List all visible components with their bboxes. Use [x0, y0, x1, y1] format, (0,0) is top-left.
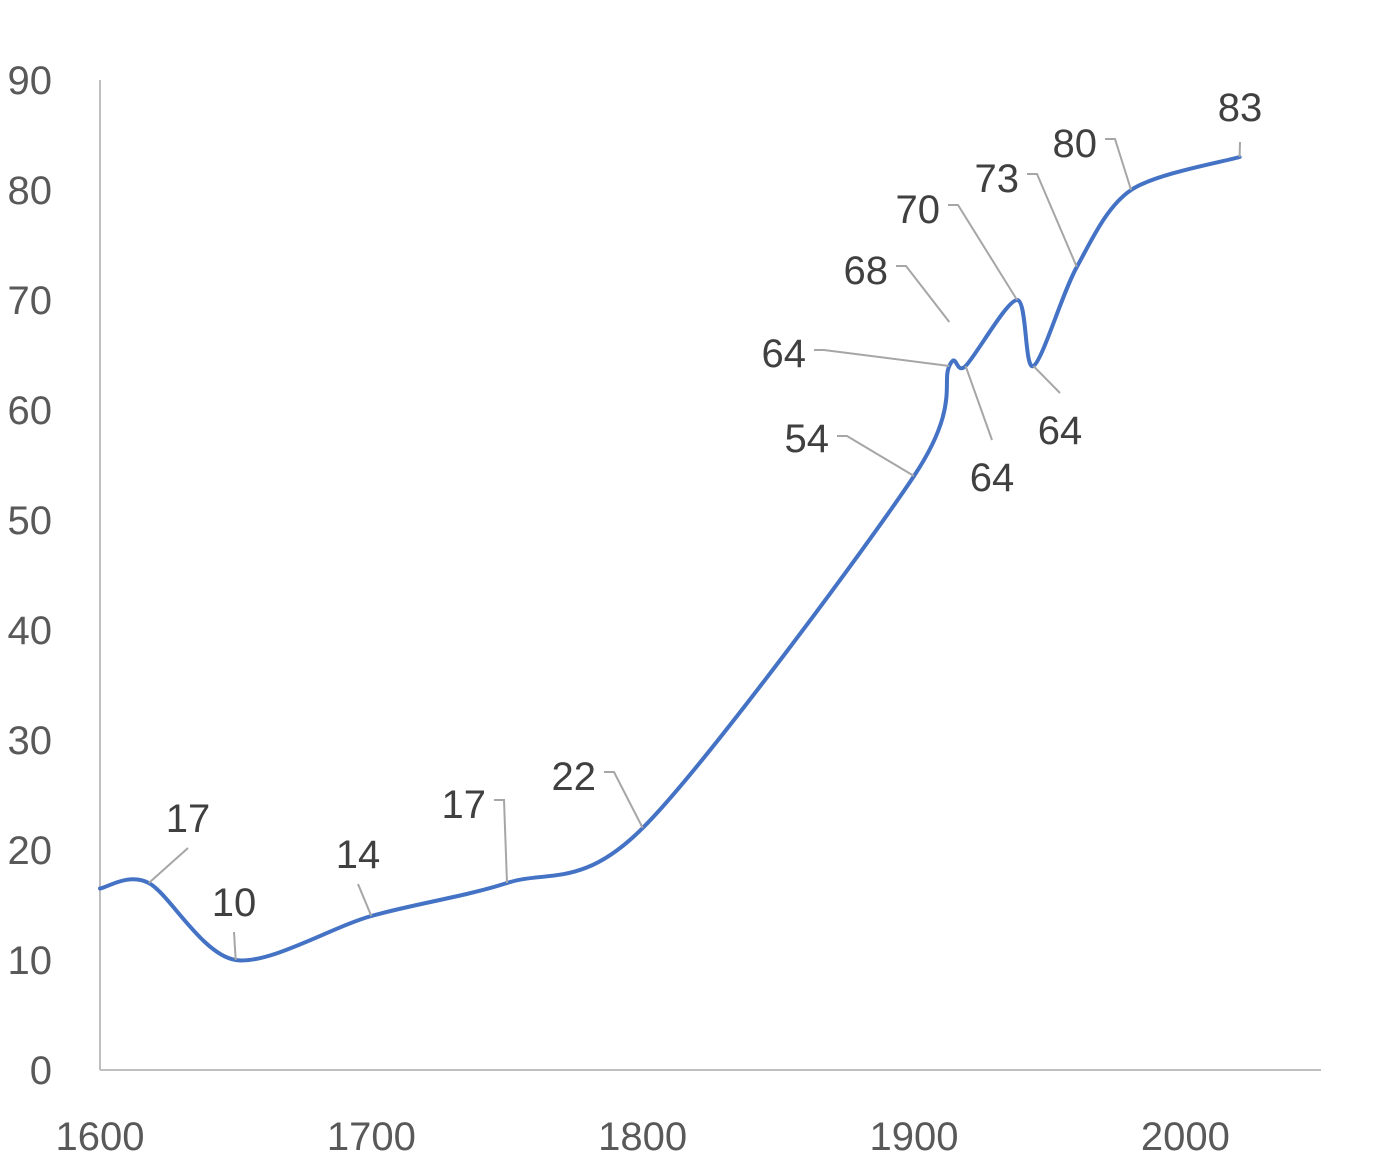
- data-label: 68: [844, 249, 889, 293]
- data-label: 54: [785, 417, 830, 461]
- x-tick-label: 1600: [56, 1115, 145, 1159]
- data-label-leader: [964, 365, 993, 441]
- data-label-leader: [948, 204, 1018, 301]
- data-label: 64: [1038, 409, 1083, 453]
- data-label-leader: [837, 435, 915, 477]
- data-label-leader: [233, 931, 237, 961]
- leader-line-layer: [148, 138, 1241, 961]
- data-label-leader: [148, 847, 189, 884]
- y-tick-label: 50: [8, 499, 53, 543]
- data-label: 64: [762, 332, 807, 376]
- x-tick-label: 1700: [327, 1115, 416, 1159]
- data-label-leader: [1032, 365, 1061, 394]
- series-layer: [98, 155, 1242, 963]
- data-label-leader: [604, 771, 644, 829]
- x-tick-label: 2000: [1141, 1115, 1230, 1159]
- data-label-leader: [494, 799, 508, 884]
- y-tick-label: 20: [8, 829, 53, 873]
- data-label-leader: [814, 349, 950, 367]
- data-label-leader: [357, 883, 373, 917]
- x-tick-label: 1800: [598, 1115, 687, 1159]
- y-axis: 0 10 20 30 40 50 60 70 80 90: [8, 59, 101, 1093]
- y-tick-label: 0: [30, 1049, 52, 1093]
- data-label: 80: [1053, 122, 1098, 166]
- data-label-leader: [1105, 138, 1133, 191]
- data-label: 17: [442, 783, 487, 827]
- data-label: 10: [212, 881, 257, 925]
- data-label: 14: [336, 833, 381, 877]
- y-tick-label: 30: [8, 719, 53, 763]
- y-tick-label: 70: [8, 279, 53, 323]
- data-label-leader: [896, 265, 951, 323]
- y-tick-label: 90: [8, 59, 53, 103]
- x-tick-label: 1900: [870, 1115, 959, 1159]
- y-tick-label: 60: [8, 389, 53, 433]
- data-label: 73: [975, 157, 1020, 201]
- data-label: 83: [1218, 86, 1263, 130]
- series-line: [98, 155, 1242, 963]
- data-label: 22: [552, 755, 597, 799]
- y-tick-label: 40: [8, 609, 53, 653]
- y-tick-label: 10: [8, 939, 53, 983]
- data-label: 17: [166, 797, 211, 841]
- data-label: 70: [896, 188, 941, 232]
- y-tick-label: 80: [8, 169, 53, 213]
- x-axis: 1600 1700 1800 1900 2000: [56, 1069, 1321, 1159]
- data-label-leader: [1027, 173, 1078, 268]
- data-label: 64: [970, 456, 1015, 500]
